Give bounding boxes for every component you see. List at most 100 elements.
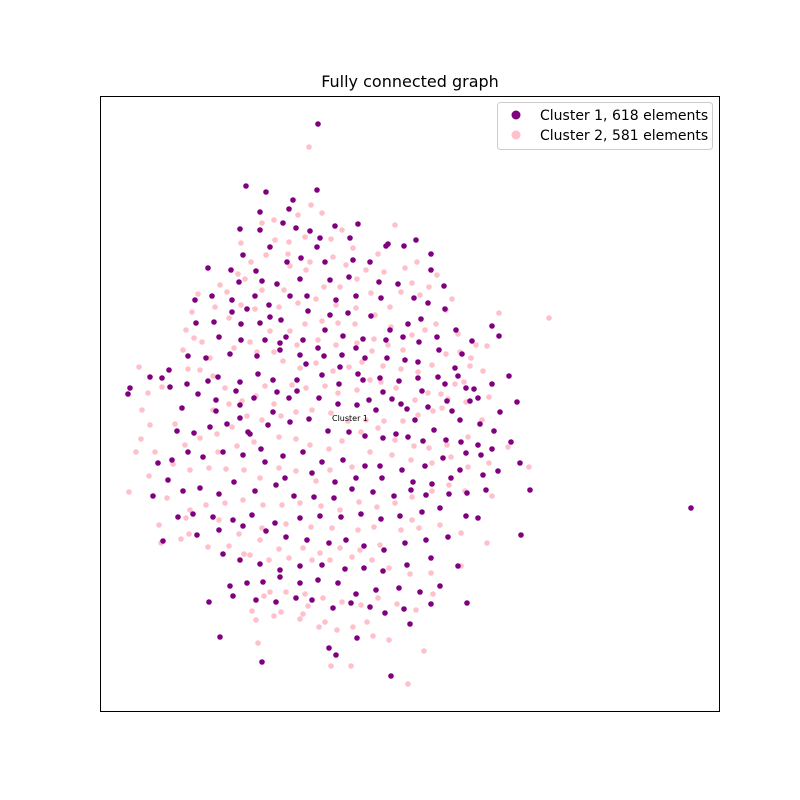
scatter-point-series-1 <box>435 374 441 380</box>
scatter-point-series-2 <box>394 601 400 607</box>
scatter-point-series-2 <box>307 442 313 448</box>
scatter-point-series-1 <box>278 317 284 323</box>
scatter-point-series-2 <box>182 442 188 448</box>
scatter-point-series-2 <box>398 527 404 533</box>
scatter-point-series-1 <box>373 407 379 413</box>
scatter-point-series-1 <box>169 457 175 463</box>
scatter-point-series-1 <box>280 220 286 226</box>
scatter-point-series-1 <box>437 583 443 589</box>
scatter-point-series-1 <box>337 364 343 370</box>
scatter-point-series-2 <box>187 507 193 513</box>
scatter-point-series-1 <box>332 223 338 229</box>
scatter-point-series-1 <box>425 404 431 410</box>
scatter-point-series-1 <box>381 547 387 553</box>
scatter-point-series-1 <box>404 406 410 412</box>
scatter-point-series-1 <box>346 274 352 280</box>
scatter-point-series-1 <box>319 459 325 465</box>
scatter-point-series-2 <box>352 321 358 327</box>
scatter-point-series-1 <box>210 514 216 520</box>
scatter-point-series-1 <box>314 187 320 193</box>
scatter-point-series-1 <box>233 388 239 394</box>
scatter-point-series-1 <box>286 206 292 212</box>
scatter-point-series-2 <box>381 269 387 275</box>
scatter-point-series-1 <box>217 634 223 640</box>
scatter-point-series-1 <box>463 450 469 456</box>
scatter-point-series-2 <box>206 465 212 471</box>
scatter-point-series-2 <box>467 363 473 369</box>
scatter-point-series-2 <box>255 640 261 646</box>
scatter-point-series-2 <box>254 349 260 355</box>
scatter-point-series-1 <box>489 323 495 329</box>
scatter-point-series-2 <box>259 525 265 531</box>
scatter-point-series-1 <box>442 381 448 387</box>
scatter-point-series-1 <box>237 402 243 408</box>
scatter-point-series-2 <box>247 552 253 558</box>
scatter-point-series-2 <box>348 663 354 669</box>
scatter-point-series-2 <box>369 557 375 563</box>
scatter-point-series-2 <box>489 493 495 499</box>
scatter-point-series-1 <box>339 352 345 358</box>
scatter-point-series-2 <box>426 445 432 451</box>
scatter-point-series-1 <box>441 283 447 289</box>
scatter-point-series-1 <box>508 439 514 445</box>
scatter-point-series-1 <box>385 241 391 247</box>
scatter-point-series-2 <box>473 342 479 348</box>
scatter-point-series-1 <box>277 567 283 573</box>
scatter-point-series-2 <box>339 599 345 605</box>
scatter-point-series-2 <box>364 619 370 625</box>
scatter-point-series-1 <box>257 209 263 215</box>
scatter-point-series-2 <box>334 627 340 633</box>
scatter-point-series-2 <box>223 466 229 472</box>
scatter-point-series-1 <box>229 309 235 315</box>
scatter-point-series-1 <box>434 334 440 340</box>
scatter-point-series-1 <box>373 587 379 593</box>
scatter-point-series-1 <box>297 580 303 586</box>
scatter-point-series-1 <box>463 385 469 391</box>
scatter-point-series-1 <box>190 511 196 517</box>
scatter-point-series-1 <box>193 320 199 326</box>
scatter-point-series-1 <box>477 421 483 427</box>
scatter-point-series-2 <box>293 468 299 474</box>
scatter-point-series-1 <box>184 381 190 387</box>
scatter-point-series-2 <box>414 259 420 265</box>
scatter-point-series-2 <box>238 302 244 308</box>
scatter-point-series-1 <box>360 377 366 383</box>
scatter-point-series-1 <box>405 321 411 327</box>
scatter-point-series-1 <box>244 580 250 586</box>
scatter-point-series-1 <box>317 513 323 519</box>
scatter-point-series-2 <box>231 345 237 351</box>
scatter-point-series-2 <box>236 531 242 537</box>
scatter-point-series-2 <box>355 527 361 533</box>
scatter-point-series-2 <box>422 327 428 333</box>
scatter-point-series-2 <box>337 284 343 290</box>
scatter-point-series-1 <box>358 511 364 517</box>
scatter-point-series-1 <box>231 479 237 485</box>
scatter-point-series-1 <box>396 585 402 591</box>
scatter-point-series-2 <box>267 589 273 595</box>
scatter-point-series-1 <box>423 537 429 543</box>
scatter-point-series-1 <box>467 398 473 404</box>
scatter-point-series-1 <box>353 475 359 481</box>
scatter-point-series-2 <box>271 217 277 223</box>
scatter-point-series-1 <box>418 316 424 322</box>
scatter-point-series-2 <box>356 499 362 505</box>
scatter-point-series-2 <box>249 608 255 614</box>
scatter-point-series-2 <box>319 318 325 324</box>
scatter-point-series-2 <box>353 305 359 311</box>
scatter-point-series-1 <box>384 355 390 361</box>
scatter-point-series-1 <box>240 523 246 529</box>
scatter-point-series-1 <box>290 197 296 203</box>
scatter-point-series-1 <box>514 399 520 405</box>
scatter-point-series-1 <box>257 227 263 233</box>
scatter-point-series-2 <box>316 624 322 630</box>
scatter-point-series-2 <box>164 495 170 501</box>
scatter-point-series-1 <box>332 479 338 485</box>
scatter-point-series-2 <box>415 412 421 418</box>
scatter-point-series-1 <box>266 302 272 308</box>
scatter-point-series-1 <box>166 367 172 373</box>
scatter-point-series-1 <box>353 591 359 597</box>
legend-box <box>497 102 713 150</box>
scatter-point-series-2 <box>402 265 408 271</box>
scatter-point-series-1 <box>209 293 215 299</box>
